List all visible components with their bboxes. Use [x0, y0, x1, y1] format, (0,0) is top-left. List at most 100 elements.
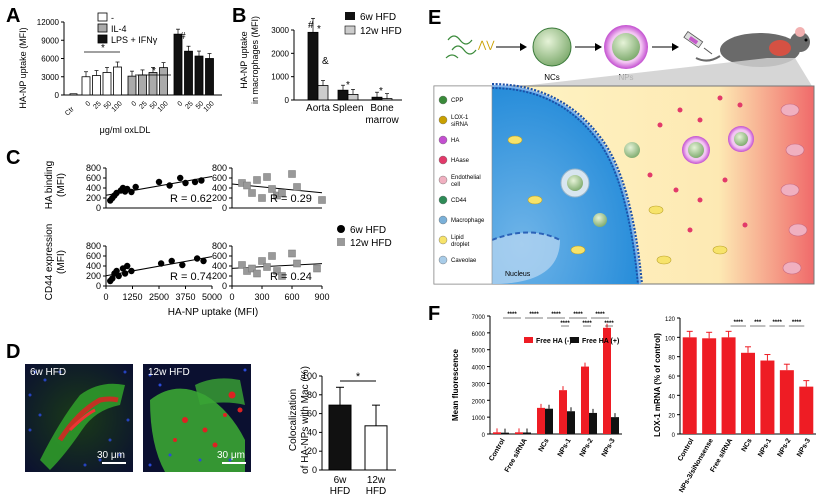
legend-icon [438, 155, 448, 165]
sirna-glyph: ⋀⋁ [477, 40, 495, 51]
bar [127, 75, 137, 96]
legend-label: Caveolae [451, 258, 477, 264]
legend-swatch-ha-pos [570, 337, 579, 343]
legend-label-ha-neg: Free HA (-) [536, 338, 572, 345]
cat-bone: Bone [370, 103, 394, 114]
y-tick-label: 0 [672, 433, 676, 439]
zoom-callout [522, 58, 812, 86]
y-tick-label: 600 [86, 173, 101, 183]
legend-label-ha-pos: Free HA (+) [582, 338, 619, 345]
x-tick-label: 0 [131, 100, 139, 108]
bar [799, 386, 814, 434]
point [293, 183, 301, 191]
y-tick-label: 0 [482, 433, 486, 439]
x-tick-label: 0 [103, 292, 108, 302]
y-tick-label: 0 [96, 203, 101, 213]
point [258, 257, 266, 265]
legend-label-6w: 6w HFD [350, 225, 386, 236]
point [263, 173, 271, 181]
x-tick-label: 5000 [202, 292, 222, 302]
point [258, 194, 266, 202]
legend-label: LOX-1 [451, 115, 469, 121]
bar [501, 432, 509, 434]
point [191, 178, 199, 186]
y-tick-label: 60 [668, 375, 675, 381]
point [288, 170, 296, 178]
panel-b: B HA-NP uptake in macrophages (MFI) 0 100… [232, 5, 402, 126]
x-tick-label: NPs-3 [601, 437, 617, 458]
y-tick-label: 7000 [472, 315, 486, 321]
y-tick-label: 400 [86, 261, 101, 271]
y-tick-label: 100 [302, 371, 317, 381]
y-tick-label: 400 [212, 183, 227, 193]
point [177, 174, 184, 182]
legend-label-6w: 6w HFD [360, 12, 396, 23]
x-tick-label: 25 [184, 100, 195, 111]
panel-f1-ylabel: Mean fluorescence [451, 348, 460, 421]
arrow-head [520, 43, 527, 51]
sig-label: **** [582, 321, 592, 327]
sig-label: **** [573, 312, 583, 318]
nc-particle [532, 27, 572, 67]
y-tick-label: 1000 [271, 73, 289, 82]
bar [81, 76, 91, 96]
cat-12w-1: 12w [367, 475, 386, 486]
point [268, 252, 276, 260]
bar [307, 31, 319, 101]
panel-f1-chart: 01000200030004000500060007000ControlFree… [472, 312, 622, 474]
panel-f: F Mean fluorescence 01000200030004000500… [428, 303, 816, 494]
scale-label: 30 μm [97, 450, 125, 461]
panel-c: C HA binding (MFI) CD44 expression (MFI)… [6, 147, 392, 318]
panel-a: A HA-NP uptake (MFI) 030006000900012000 … [6, 5, 222, 135]
r-value: R = 0.29 [270, 193, 312, 205]
micrograph-6w: 6w HFD 30 μm [25, 364, 133, 472]
panel-d: D 6w HFD 30 μm [6, 341, 396, 497]
point [313, 264, 321, 273]
y-tick-label: 4000 [472, 366, 486, 372]
point [182, 179, 189, 187]
point [121, 270, 129, 277]
panel-d-ylabel-1: Colocalization [288, 389, 299, 451]
y-tick-label: 600 [86, 251, 101, 261]
legend-icon [438, 195, 448, 205]
panel-f2-ylabel: LOX-1 mRNA (% of control) [653, 333, 662, 437]
y-tick-label: 6000 [41, 55, 59, 64]
y-tick-label: 800 [86, 163, 101, 173]
bar [537, 407, 545, 434]
bar [515, 432, 523, 434]
x-tick-label: 300 [254, 292, 269, 302]
legend-icon [438, 115, 448, 125]
x-tick-label: NPs-2 [579, 437, 595, 458]
bar [741, 352, 755, 434]
x-tick-label: 25 [138, 100, 149, 111]
y-tick-label: 600 [212, 173, 227, 183]
y-tick-label: 200 [86, 271, 101, 281]
y-tick-label: 200 [212, 271, 227, 281]
point [278, 189, 286, 197]
legend-label: siRNA [451, 122, 468, 128]
y-tick-label: 0 [312, 465, 317, 475]
x-tick-label: NPs-3 [796, 437, 812, 458]
point [293, 259, 301, 268]
micrograph-label-6w: 6w HFD [30, 367, 66, 378]
legend-label: droplet [451, 242, 470, 248]
sig-label: **** [595, 312, 605, 318]
x-tick-label: 600 [284, 292, 299, 302]
x-tick-label: 3750 [175, 292, 195, 302]
bar [337, 89, 349, 101]
y-tick-label: 5000 [472, 349, 486, 355]
y-tick-label: 3000 [271, 26, 289, 35]
x-tick-label: NCs [538, 437, 551, 453]
x-tick-label: 0 [177, 100, 185, 108]
bar [702, 338, 717, 434]
legend-label-lps: LPS + IFNγ [111, 35, 158, 45]
bar [545, 408, 553, 434]
x-tick-label: 25 [92, 100, 103, 111]
y-tick-label: 120 [665, 317, 676, 323]
panel-b-bars [307, 17, 393, 101]
micrograph-12w: 12w HFD 30 μm [143, 364, 251, 472]
x-tick-label: 50 [149, 100, 160, 111]
point [193, 255, 201, 262]
panel-a-label: A [6, 5, 20, 27]
